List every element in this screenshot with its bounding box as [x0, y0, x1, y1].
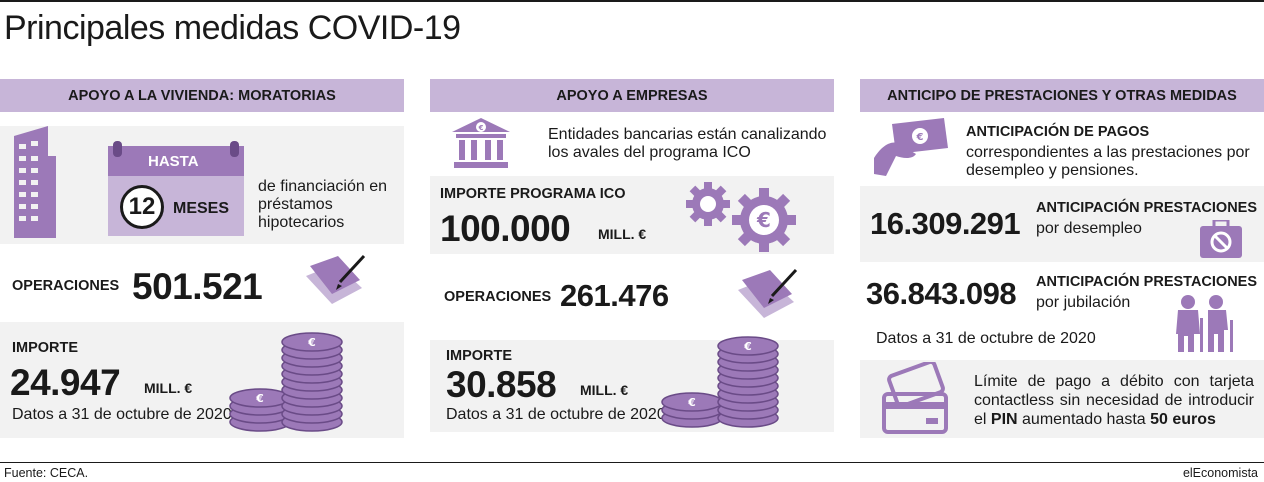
- vivienda-note: Datos a 31 de octubre de 2020: [12, 406, 232, 423]
- svg-text:€: €: [687, 396, 696, 409]
- card-amount: 50 euros: [1150, 411, 1216, 428]
- empresas-importe-unit: MILL. €: [580, 382, 629, 398]
- anticipo-note: Datos a 31 de octubre de 2020: [876, 330, 1096, 347]
- calendar-ring-left: [113, 141, 122, 157]
- jubilacion-title: ANTICIPACIÓN PRESTACIONES: [1036, 274, 1258, 290]
- desempleo-sub: por desempleo: [1036, 220, 1142, 237]
- hasta-label: HASTA: [148, 153, 199, 170]
- top-rule: [0, 0, 1264, 2]
- hand-money-icon: €: [874, 118, 948, 176]
- card-pin: PIN: [990, 411, 1018, 428]
- vivienda-operaciones-value: 501.521: [132, 266, 263, 307]
- briefcase-icon: [1200, 220, 1242, 258]
- calendar-ring-right: [230, 141, 239, 157]
- anticipacion-pagos-title: ANTICIPACIÓN DE PAGOS: [966, 124, 1150, 140]
- vivienda-operaciones-label: OPERACIONES: [12, 278, 120, 294]
- source-note: Fuente: CECA.: [4, 466, 89, 480]
- vivienda-importe-unit: MILL. €: [144, 380, 193, 396]
- programa-label: IMPORTE PROGRAMA ICO: [440, 186, 626, 202]
- vivienda-header: APOYO A LA VIVIENDA: MORATORIAS: [0, 79, 404, 112]
- coin-stack-icon: € €: [661, 336, 779, 428]
- empresas-operaciones-value: 261.476: [560, 278, 669, 313]
- card-text-start: Límite de pago a débito con tarjeta cont…: [974, 373, 1254, 428]
- page-title: Principales medidas COVID-19: [4, 9, 461, 47]
- vivienda-importe-label: IMPORTE: [12, 340, 79, 356]
- desempleo-panel: [860, 186, 1264, 262]
- moratoria-description: de financiación en préstamos hipotecario…: [258, 178, 387, 231]
- programa-unit: MILL. €: [598, 226, 647, 242]
- brand-logo: elEconomista: [1182, 466, 1258, 480]
- signing-document-icon: [738, 268, 798, 318]
- bottom-rule: [0, 462, 1264, 463]
- svg-text:€: €: [743, 340, 752, 353]
- empresas-importe-value: 30.858: [446, 364, 557, 405]
- programa-value: 100.000: [440, 208, 571, 249]
- meses-value: 12: [120, 185, 164, 229]
- gears-euro-icon: €: [686, 182, 796, 252]
- empresas-note: Datos a 31 de octubre de 2020: [446, 406, 666, 423]
- empresas-header: APOYO A EMPRESAS: [430, 79, 834, 112]
- card-text-middle: aumentado hasta: [1017, 411, 1151, 428]
- credit-cards-icon: [882, 362, 948, 434]
- svg-text:€: €: [307, 336, 316, 349]
- desempleo-title: ANTICIPACIÓN PRESTACIONES: [1036, 200, 1258, 216]
- bank-icon: €: [452, 118, 510, 168]
- vivienda-importe-value: 24.947: [10, 362, 121, 403]
- meses-label: MESES: [173, 200, 230, 217]
- empresas-intro: Entidades bancarias están canalizando lo…: [548, 126, 827, 161]
- jubilacion-sub: por jubilación: [1036, 294, 1131, 311]
- svg-text:€: €: [478, 124, 484, 132]
- elderly-couple-icon: [1176, 295, 1233, 352]
- signing-document-icon: [306, 254, 366, 304]
- anticipo-header: ANTICIPO DE PRESTACIONES Y OTRAS MEDIDAS: [860, 79, 1264, 112]
- svg-text:€: €: [916, 132, 924, 143]
- building-icon: [14, 126, 56, 238]
- svg-text:€: €: [255, 392, 264, 405]
- empresas-importe-label: IMPORTE: [446, 348, 513, 364]
- card-text: Límite de pago a débito con tarjeta cont…: [974, 372, 1254, 429]
- calendar-top-bar: [108, 146, 244, 176]
- jubilacion-value: 36.843.098: [866, 276, 1017, 311]
- anticipacion-pagos-text: correspondientes a las prestaciones por …: [966, 144, 1250, 179]
- coin-stack-icon: € €: [229, 332, 343, 432]
- svg-text:€: €: [756, 208, 771, 232]
- desempleo-value: 16.309.291: [870, 206, 1021, 241]
- empresas-operaciones-label: OPERACIONES: [444, 289, 552, 305]
